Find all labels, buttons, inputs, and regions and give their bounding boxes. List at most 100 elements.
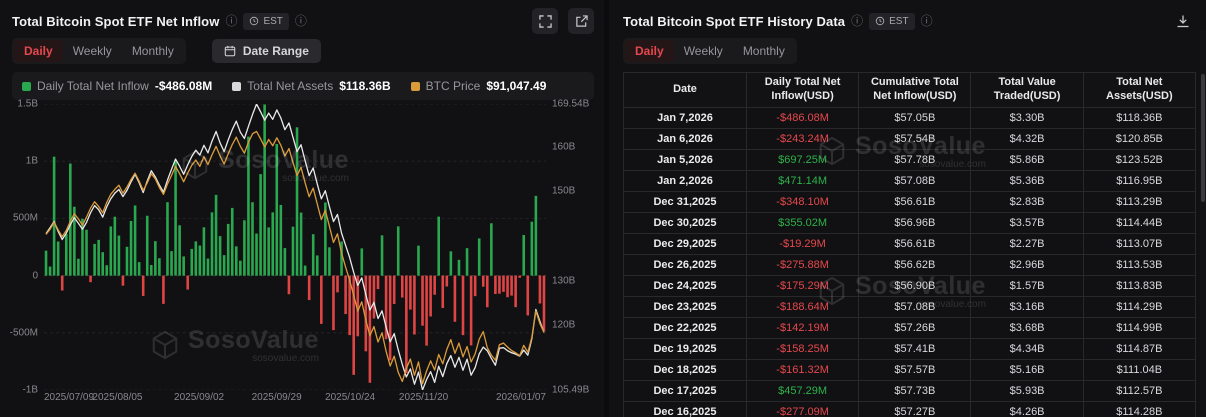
net-assets-line — [45, 104, 545, 390]
net-assets-cell: $114.29B — [1082, 295, 1197, 318]
fullscreen-button[interactable] — [532, 8, 558, 34]
legend-label: BTC Price — [425, 79, 481, 93]
info-icon[interactable]: ⓘ — [851, 14, 864, 28]
table-row[interactable]: Jan 5,2026 $697.25M $57.78B $5.86B $123.52B — [623, 148, 1197, 171]
table-row[interactable]: Dec 23,2025 -$188.64M $57.08B $3.16B $114.29… — [623, 295, 1197, 318]
date-cell: Jan 7,2026 — [623, 106, 747, 129]
daily-inflow-cell: -$19.29M — [745, 232, 860, 255]
tab-monthly[interactable]: Monthly — [733, 40, 795, 62]
table-tabs-row: Daily Weekly Monthly — [623, 38, 1196, 64]
y-axis-label: 169.54B — [552, 98, 590, 110]
est-label: EST — [263, 15, 283, 27]
share-icon — [575, 14, 588, 27]
interval-tab-group: Daily Weekly Monthly — [623, 38, 797, 64]
value-traded-cell: $3.16B — [970, 295, 1084, 318]
table-row[interactable]: Dec 22,2025 -$142.19M $57.26B $3.68B $114.99… — [623, 316, 1197, 339]
date-cell: Dec 22,2025 — [623, 316, 747, 339]
x-axis: 2025/07/09 2025/08/05 2025/09/02 2025/09/29… — [44, 392, 546, 407]
cumulative-inflow-cell: $57.54B — [858, 127, 972, 150]
net-inflow-header: Total Bitcoin Spot ETF Net Inflow ⓘ EST … — [12, 8, 594, 34]
net-assets-cell: $123.52B — [1082, 148, 1197, 171]
y-axis-label: 500M — [12, 212, 38, 224]
tab-weekly[interactable]: Weekly — [674, 40, 733, 62]
table-row[interactable]: Dec 18,2025 -$161.32M $57.57B $5.16B $111.04… — [623, 358, 1197, 381]
net-assets-cell: $114.87B — [1082, 337, 1197, 360]
table-row[interactable]: Jan 2,2026 $471.14M $57.08B $5.36B $116.95B — [623, 169, 1197, 192]
tab-weekly[interactable]: Weekly — [63, 40, 122, 62]
table-row[interactable]: Dec 26,2025 -$275.88M $56.62B $2.96B $113.53… — [623, 253, 1197, 276]
info-icon[interactable]: ⓘ — [225, 14, 238, 28]
legend-item-net-inflow[interactable]: Daily Total Net Inflow -$486.08M — [22, 79, 212, 93]
cumulative-inflow-cell: $57.05B — [858, 106, 972, 129]
cumulative-inflow-cell: $57.26B — [858, 316, 972, 339]
date-cell: Dec 18,2025 — [623, 358, 747, 381]
daily-inflow-cell: -$161.32M — [745, 358, 860, 381]
table-row[interactable]: Dec 19,2025 -$158.25M $57.41B $4.34B $114.87… — [623, 337, 1197, 360]
table-row[interactable]: Dec 17,2025 $457.29M $57.73B $5.93B $112.57B — [623, 379, 1197, 402]
tab-daily[interactable]: Daily — [14, 40, 63, 62]
y-axis-label: 105.49B — [552, 384, 590, 396]
y-axis-label: 160B — [552, 141, 576, 153]
date-range-button[interactable]: Date Range — [211, 39, 321, 63]
net-assets-cell: $113.83B — [1082, 274, 1197, 297]
table-row[interactable]: Dec 30,2025 $355.02M $56.96B $3.57B $114.44B — [623, 211, 1197, 234]
legend-item-btc-price[interactable]: BTC Price $91,047.49 — [410, 79, 546, 93]
value-traded-cell: $3.57B — [970, 211, 1084, 234]
y-axis-label: 130B — [552, 275, 576, 287]
net-inflow-swatch-icon — [22, 81, 31, 91]
info-icon[interactable]: ⓘ — [294, 14, 307, 28]
value-traded-cell: $5.86B — [970, 148, 1084, 171]
net-assets-cell: $112.57B — [1082, 379, 1197, 402]
download-button[interactable] — [1170, 8, 1196, 34]
y-axis-label: 1.5B — [17, 98, 38, 110]
table-row[interactable]: Dec 24,2025 -$175.29M $56.90B $1.57B $113.83… — [623, 274, 1197, 297]
est-badge: EST — [869, 12, 915, 30]
table-row[interactable]: Jan 7,2026 -$486.08M $57.05B $3.30B $118.36B — [623, 106, 1197, 129]
daily-inflow-cell: $471.14M — [745, 169, 860, 192]
chart-plot-area[interactable] — [44, 104, 546, 390]
table-row[interactable]: Dec 29,2025 -$19.29M $56.61B $2.27B $113.07B — [623, 232, 1197, 255]
daily-inflow-cell: -$158.25M — [745, 337, 860, 360]
daily-inflow-cell: $697.25M — [745, 148, 860, 171]
net-assets-cell: $120.85B — [1082, 127, 1197, 150]
table-row[interactable]: Dec 16,2025 -$277.09M $57.27B $4.26B $114.28… — [623, 400, 1197, 417]
net-inflow-title: Total Bitcoin Spot ETF Net Inflow — [12, 13, 220, 29]
table-row[interactable]: Jan 6,2026 -$243.24M $57.54B $4.32B $120.85B — [623, 127, 1197, 150]
column-header: Cumulative Total Net Inflow(USD) — [858, 72, 972, 108]
date-cell: Dec 24,2025 — [623, 274, 747, 297]
net-assets-cell: $114.28B — [1082, 400, 1197, 417]
inflow-chart-svg[interactable] — [44, 104, 546, 390]
net-assets-cell: $116.95B — [1082, 169, 1197, 192]
chart-tabs-row: Daily Weekly Monthly Date Range — [12, 38, 594, 64]
table-header-row: Date Daily Total Net Inflow(USD) Cumulativ… — [623, 72, 1197, 108]
info-icon[interactable]: ⓘ — [920, 14, 933, 28]
history-table-body: Jan 7,2026 -$486.08M $57.05B $3.30B $118.36B… — [623, 106, 1197, 417]
legend-value: -$486.08M — [154, 79, 213, 93]
value-traded-cell: $3.30B — [970, 106, 1084, 129]
cumulative-inflow-cell: $57.41B — [858, 337, 972, 360]
legend-item-net-assets[interactable]: Total Net Assets $118.36B — [232, 79, 391, 93]
scrollbar[interactable] — [1200, 30, 1206, 417]
daily-inflow-cell: -$348.10M — [745, 190, 860, 213]
chart-legend: Daily Total Net Inflow -$486.08M Total N… — [12, 72, 594, 100]
net-inflow-panel: Total Bitcoin Spot ETF Net Inflow ⓘ EST … — [9, 8, 594, 407]
calendar-icon — [224, 45, 236, 57]
clock-icon — [250, 16, 259, 26]
inflow-chart[interactable]: 1.5B 1B 500M 0 -500M -1B 169.54B 160B 150B 130B 1… — [10, 99, 594, 396]
y-axis-right: 169.54B 160B 150B 130B 120B 105.49B — [548, 99, 594, 396]
daily-inflow-cell: $457.29M — [745, 379, 860, 402]
value-traded-cell: $4.26B — [970, 400, 1084, 417]
inflow-bars — [44, 104, 546, 383]
scrollbar-thumb[interactable] — [1201, 74, 1205, 202]
y-axis-left: 1.5B 1B 500M 0 -500M -1B — [10, 99, 42, 396]
date-cell: Jan 2,2026 — [623, 169, 747, 192]
value-traded-cell: $2.96B — [970, 253, 1084, 276]
tab-daily[interactable]: Daily — [625, 40, 674, 62]
net-assets-cell: $118.36B — [1082, 106, 1197, 129]
share-button[interactable] — [568, 8, 594, 34]
date-range-label: Date Range — [242, 44, 309, 58]
x-axis-label: 2025/08/05 — [92, 392, 143, 403]
est-badge: EST — [243, 12, 289, 30]
tab-monthly[interactable]: Monthly — [122, 40, 184, 62]
table-row[interactable]: Dec 31,2025 -$348.10M $56.61B $2.83B $113.29… — [623, 190, 1197, 213]
